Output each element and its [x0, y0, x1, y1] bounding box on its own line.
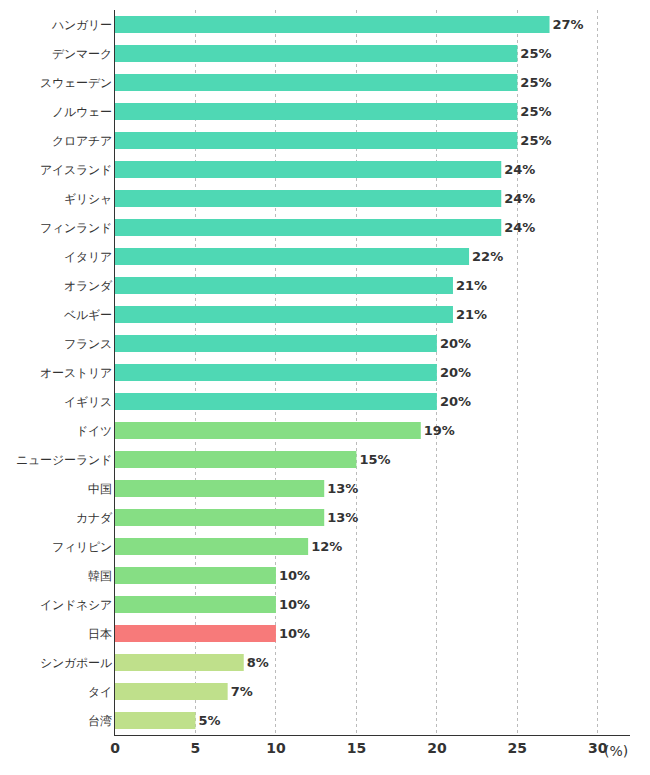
svg-text:イギリス: イギリス: [64, 395, 112, 409]
svg-text:フィリピン: フィリピン: [52, 540, 112, 554]
svg-text:13%: 13%: [327, 510, 358, 525]
svg-text:スウェーデン: スウェーデン: [40, 76, 112, 90]
svg-text:タイ: タイ: [88, 685, 112, 699]
svg-text:5%: 5%: [198, 713, 220, 728]
svg-text:25: 25: [508, 740, 527, 756]
svg-text:ノルウェー: ノルウェー: [52, 105, 112, 119]
svg-text:フィンランド: フィンランド: [40, 221, 112, 235]
svg-text:19%: 19%: [424, 423, 455, 438]
svg-text:25%: 25%: [520, 46, 551, 61]
svg-text:シンガポール: シンガポール: [40, 656, 112, 670]
svg-text:15: 15: [347, 740, 366, 756]
svg-text:12%: 12%: [311, 539, 342, 554]
svg-text:8%: 8%: [247, 655, 269, 670]
svg-text:ドイツ: ドイツ: [76, 424, 112, 438]
svg-text:カナダ: カナダ: [76, 511, 113, 525]
svg-text:24%: 24%: [504, 220, 535, 235]
svg-text:13%: 13%: [327, 481, 358, 496]
svg-text:25%: 25%: [520, 104, 551, 119]
svg-text:中国: 中国: [88, 482, 112, 496]
svg-text:20%: 20%: [440, 394, 471, 409]
svg-text:(%): (%): [604, 743, 628, 759]
svg-text:ベルギー: ベルギー: [64, 308, 112, 322]
svg-text:ハンガリー: ハンガリー: [51, 18, 112, 32]
svg-text:クロアチア: クロアチア: [52, 134, 112, 148]
svg-text:7%: 7%: [231, 684, 253, 699]
svg-text:27%: 27%: [553, 17, 584, 32]
svg-text:10%: 10%: [279, 568, 310, 583]
svg-text:20%: 20%: [440, 336, 471, 351]
svg-text:オーストリア: オーストリア: [40, 366, 112, 380]
svg-text:25%: 25%: [520, 75, 551, 90]
svg-text:韓国: 韓国: [88, 569, 112, 583]
svg-text:24%: 24%: [504, 162, 535, 177]
svg-text:10: 10: [266, 740, 286, 756]
svg-text:10%: 10%: [279, 626, 310, 641]
svg-text:ニュージーランド: ニュージーランド: [16, 453, 112, 467]
svg-text:25%: 25%: [520, 133, 551, 148]
svg-text:5: 5: [191, 740, 201, 756]
svg-text:インドネシア: インドネシア: [40, 598, 112, 612]
svg-text:フランス: フランス: [64, 337, 112, 351]
svg-text:台湾: 台湾: [88, 714, 112, 728]
svg-text:24%: 24%: [504, 191, 535, 206]
svg-text:30: 30: [588, 740, 608, 756]
svg-text:イタリア: イタリア: [64, 250, 112, 264]
svg-text:20%: 20%: [440, 365, 471, 380]
svg-text:22%: 22%: [472, 249, 503, 264]
svg-text:10%: 10%: [279, 597, 310, 612]
svg-text:0: 0: [110, 740, 120, 756]
svg-text:アイスランド: アイスランド: [40, 163, 112, 177]
svg-text:15%: 15%: [359, 452, 390, 467]
svg-text:デンマーク: デンマーク: [52, 47, 112, 61]
svg-text:ギリシャ: ギリシャ: [64, 192, 112, 206]
svg-text:日本: 日本: [88, 627, 112, 641]
svg-text:21%: 21%: [456, 307, 487, 322]
svg-text:20: 20: [427, 740, 447, 756]
svg-text:オランダ: オランダ: [64, 279, 113, 293]
svg-text:21%: 21%: [456, 278, 487, 293]
